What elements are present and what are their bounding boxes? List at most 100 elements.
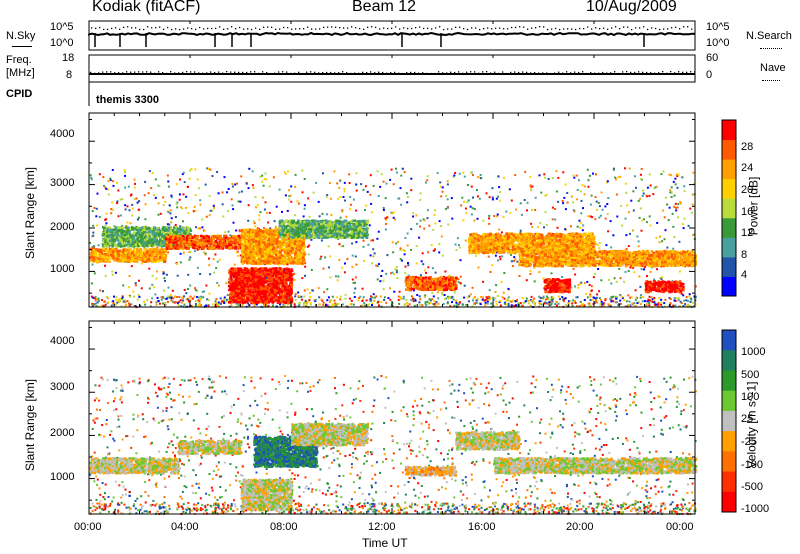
power-speckle <box>310 269 313 271</box>
power-speckle <box>283 171 286 174</box>
power-ground-echo <box>639 303 642 305</box>
nsearch-point <box>583 28 585 30</box>
power-ground-echo <box>572 299 575 302</box>
power-speckle <box>179 178 181 181</box>
power-echo-cell <box>145 257 149 261</box>
power-ground-echo <box>412 300 415 303</box>
power-speckle <box>399 187 402 190</box>
power-speckle <box>105 212 108 215</box>
power-echo-cell <box>118 236 121 240</box>
power-speckle <box>574 285 576 288</box>
velocity-ytick: 4000 <box>50 335 74 347</box>
power-speckle <box>482 219 485 222</box>
power-speckle <box>209 273 212 276</box>
power-speckle <box>382 288 385 291</box>
power-echo-cell <box>151 254 154 257</box>
power-echo-cell <box>194 238 198 242</box>
power-ground-echo <box>349 303 352 305</box>
power-speckle <box>458 172 461 175</box>
power-ground-echo <box>564 297 567 300</box>
power-ground-echo <box>115 298 118 301</box>
power-speckle <box>446 180 449 183</box>
power-speckle <box>514 174 517 177</box>
nave-point <box>302 72 304 75</box>
power-speckle <box>251 170 254 173</box>
power-speckle <box>400 203 403 206</box>
power-speckle <box>438 251 441 254</box>
power-speckle <box>458 246 461 249</box>
power-speckle <box>268 185 271 188</box>
power-echo-cell <box>157 259 160 263</box>
power-speckle <box>518 275 521 277</box>
power-ground-echo <box>507 302 510 305</box>
power-echo-cell <box>127 240 131 243</box>
power-echo-cell <box>132 236 136 240</box>
power-speckle <box>395 167 397 170</box>
nsearch-point <box>615 26 617 28</box>
power-speckle <box>427 266 430 269</box>
power-echo-cell <box>97 253 101 256</box>
power-ground-echo <box>165 298 168 300</box>
nave-point <box>226 71 228 73</box>
power-echo-cell <box>117 252 120 255</box>
power-ground-echo <box>214 300 217 303</box>
nsearch-point <box>319 28 321 30</box>
power-speckle <box>121 224 124 227</box>
power-speckle <box>594 196 597 199</box>
power-ground-echo <box>378 304 380 307</box>
power-ground-echo <box>653 301 656 304</box>
power-speckle <box>203 229 206 232</box>
power-ground-echo <box>600 300 603 303</box>
power-speckle <box>157 202 160 205</box>
power-ground-echo <box>297 305 300 308</box>
power-ground-echo <box>636 302 639 305</box>
power-speckle <box>252 186 255 189</box>
power-speckle <box>169 293 172 296</box>
nave-point <box>682 71 684 73</box>
power-ground-echo <box>408 303 411 306</box>
power-ground-echo <box>557 295 560 298</box>
power-speckle <box>618 267 621 270</box>
power-ground-echo <box>387 297 390 299</box>
nave-point <box>270 72 272 75</box>
power-speckle <box>322 172 324 175</box>
power-ground-echo <box>286 303 289 306</box>
power-ground-echo <box>539 296 542 299</box>
power-echo-cell <box>163 259 167 263</box>
power-echo-cell <box>164 250 167 253</box>
power-speckle <box>381 269 384 272</box>
power-speckle <box>428 224 431 227</box>
nsearch-point <box>179 29 181 31</box>
power-ground-echo <box>572 301 575 303</box>
nsky-label: N.Sky <box>6 30 35 42</box>
power-speckle <box>615 193 618 196</box>
power-speckle <box>667 219 670 222</box>
power-speckle <box>434 209 437 212</box>
power-ground-echo <box>538 300 541 303</box>
power-speckle <box>499 191 501 194</box>
power-speckle <box>476 217 479 220</box>
power-speckle <box>545 224 548 226</box>
power-ground-echo <box>634 305 637 308</box>
nsearch-point <box>239 26 241 29</box>
power-echo-cell <box>139 247 142 251</box>
nsearch-point <box>371 26 373 28</box>
power-cbar-tick: 4 <box>741 269 747 281</box>
power-speckle <box>489 297 492 300</box>
power-speckle <box>192 210 195 213</box>
power-speckle <box>392 183 395 186</box>
power-speckle <box>644 194 647 197</box>
power-speckle <box>188 169 191 172</box>
station-title: Kodiak (fitACF) <box>92 0 200 16</box>
power-speckle <box>579 226 581 229</box>
power-ground-echo <box>300 295 303 298</box>
power-speckle <box>174 216 177 218</box>
power-speckle <box>162 271 165 273</box>
power-speckle <box>317 287 320 290</box>
nsearch-point <box>579 27 581 30</box>
date-title: 10/Aug/2009 <box>586 0 677 16</box>
power-echo-cell <box>116 255 119 258</box>
power-ground-echo <box>546 302 549 305</box>
power-speckle <box>673 194 676 197</box>
